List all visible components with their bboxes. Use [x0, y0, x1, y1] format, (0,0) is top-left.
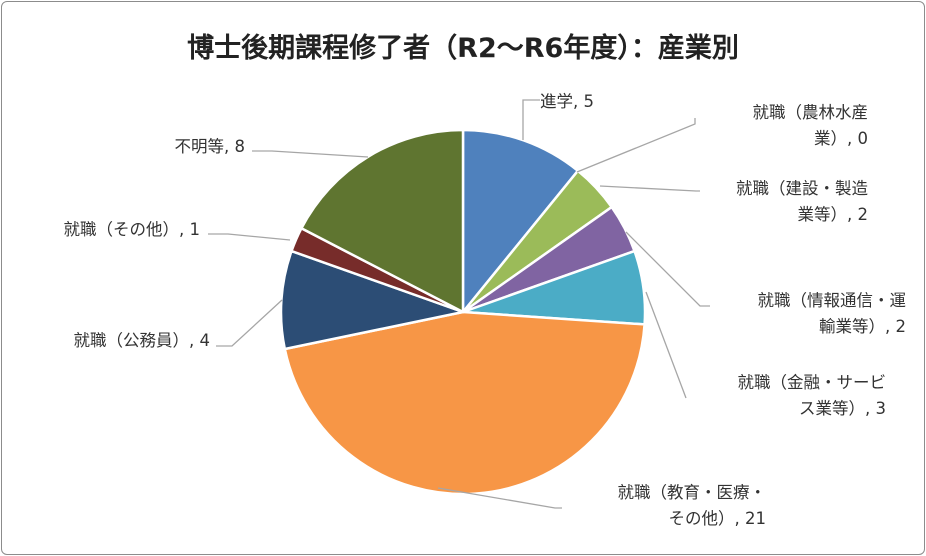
leader-line-8 [252, 150, 369, 158]
leader-line-5 [437, 487, 562, 509]
slice-label-5-line-1: その他）, 21 [669, 509, 767, 528]
slice-label-7-line-0: 就職（その他）, 1 [64, 220, 201, 239]
slice-label-8-line-0: 不明等, 8 [175, 137, 246, 156]
leader-line-6 [216, 299, 283, 347]
slice-label-3-line-1: 輸業等）, 2 [819, 317, 906, 336]
slice-label-6-line-0: 就職（公務員）, 4 [74, 331, 211, 350]
leader-line-1 [576, 118, 696, 173]
slice-5 [283, 310, 646, 496]
slice-label-1-line-0: 就職（農林水産 [753, 103, 869, 122]
slice-label-2-line-0: 就職（建設・製造 [736, 179, 869, 198]
leader-line-0 [522, 99, 540, 140]
slice-label-5-line-0: 就職（教育・医療・ [618, 483, 767, 502]
leader-line-7 [208, 233, 291, 241]
slice-label-2-line-1: 業等）, 2 [798, 205, 869, 224]
slice-label-0-line-0: 進学, 5 [540, 92, 594, 111]
slice-label-4-line-0: 就職（金融・サービ [738, 373, 887, 392]
slice-0 [461, 128, 580, 314]
leader-line-3 [625, 231, 710, 307]
slice-8 [300, 128, 465, 314]
leader-line-2 [599, 185, 700, 192]
chart-title: 博士後期課程修了者（R2～R6年度）：産業別 [187, 33, 739, 64]
slice-label-3-line-0: 就職（情報通信・運 [758, 291, 907, 310]
leader-line-4 [645, 291, 687, 399]
slice-label-1-line-1: 業）, 0 [814, 129, 868, 148]
slice-label-4-line-1: ス業等）, 3 [799, 399, 886, 418]
